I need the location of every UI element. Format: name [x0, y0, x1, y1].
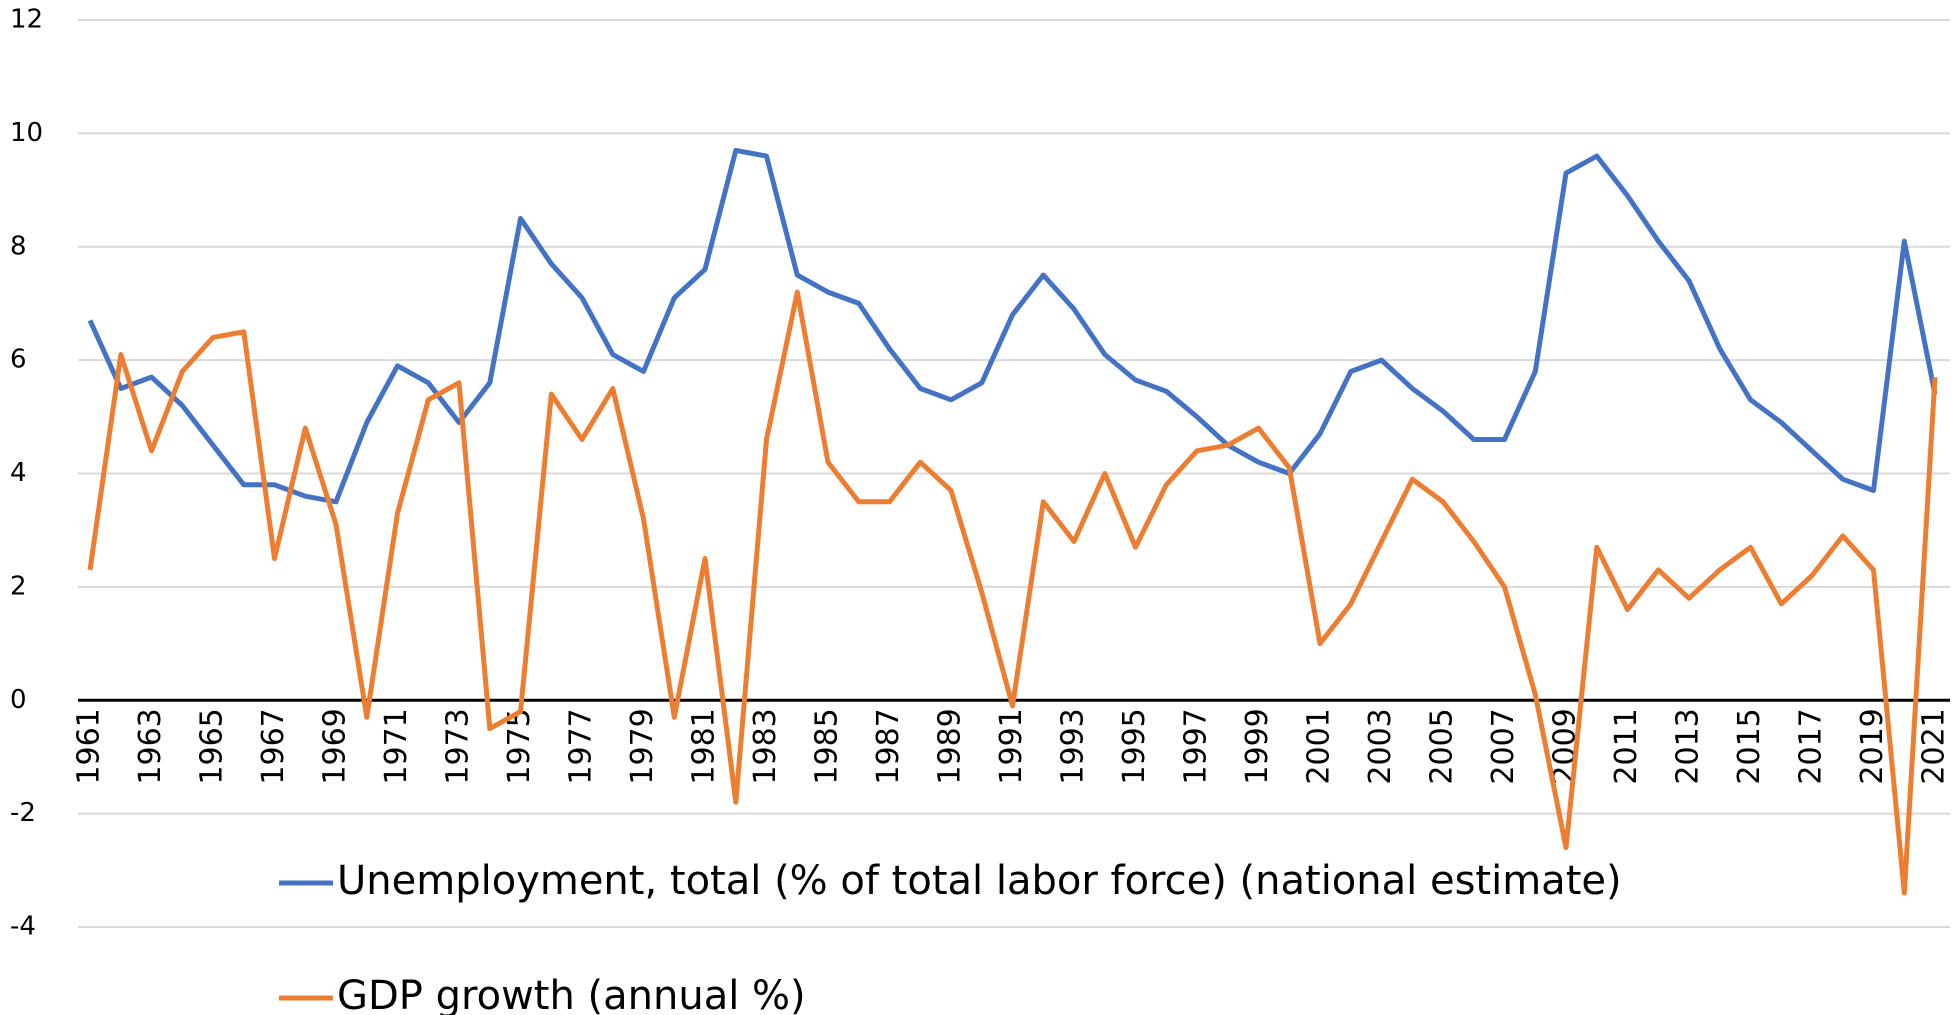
x-tick-label: 2005 [1425, 708, 1460, 784]
y-tick-label: -4 [10, 912, 36, 942]
x-tick-label: 1987 [871, 708, 906, 784]
series-line [87, 289, 1938, 896]
x-tick-label: 1997 [1179, 708, 1214, 784]
x-tick-label: 1969 [318, 708, 353, 784]
x-tick-label: 2007 [1486, 708, 1521, 784]
y-tick-label: 10 [10, 118, 43, 148]
y-tick-label: 6 [10, 345, 27, 375]
x-tick-label: 2021 [1917, 708, 1952, 784]
x-tick-label: 2003 [1363, 708, 1398, 784]
x-tick-label: 1999 [1240, 708, 1275, 784]
x-tick-label: 2017 [1794, 708, 1829, 784]
y-tick-label: 0 [10, 685, 27, 715]
x-tick-label: 1993 [1056, 708, 1091, 784]
x-tick-label: 1989 [933, 708, 968, 784]
x-tick-label: 2011 [1609, 708, 1644, 784]
x-tick-label: 2001 [1302, 708, 1337, 784]
x-tick-label: 1965 [195, 708, 230, 784]
x-tick-label: 2015 [1732, 708, 1767, 784]
x-tick-label: 1985 [810, 708, 845, 784]
x-tick-label: 1977 [564, 708, 599, 784]
x-tick-label: 1981 [687, 708, 722, 784]
legend-label: Unemployment, total (% of total labor fo… [337, 858, 1622, 904]
x-tick-label: 1971 [379, 708, 414, 784]
x-tick-label: 1995 [1117, 708, 1152, 784]
x-tick-label: 1979 [625, 708, 660, 784]
y-tick-label: 8 [10, 231, 27, 261]
y-tick-label: 2 [10, 571, 27, 601]
y-tick-label: -2 [10, 798, 36, 828]
y-tick-label: 12 [10, 5, 43, 35]
y-tick-label: 4 [10, 458, 27, 488]
x-tick-label: 1967 [256, 708, 291, 784]
x-tick-label: 1983 [748, 708, 783, 784]
legend-label: GDP growth (annual %) [337, 973, 806, 1015]
x-tick-label: 2019 [1855, 708, 1890, 784]
x-tick-label: 2013 [1671, 708, 1706, 784]
x-tick-label: 1961 [72, 708, 107, 784]
series-line [87, 147, 1938, 505]
x-tick-label: 1991 [994, 708, 1029, 784]
x-tick-label: 1973 [441, 708, 476, 784]
x-tick-label: 1963 [133, 708, 168, 784]
